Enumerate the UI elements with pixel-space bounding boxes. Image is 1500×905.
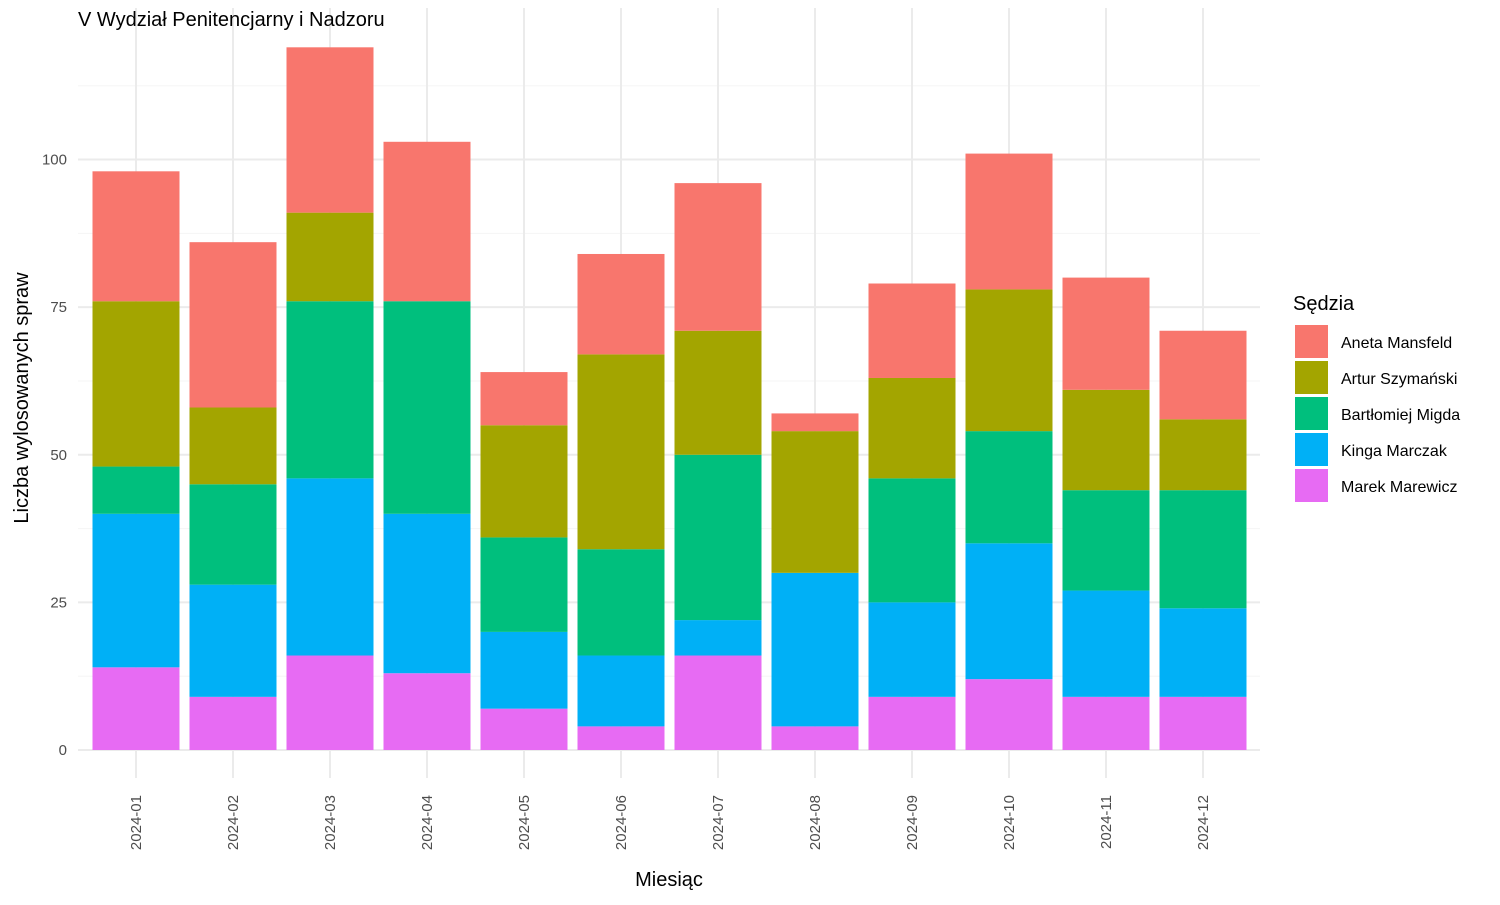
bar-segment bbox=[965, 543, 1053, 680]
x-tick-label: 2024-11 bbox=[1098, 795, 1115, 849]
bar-segment bbox=[189, 242, 277, 408]
bar-segment bbox=[674, 655, 762, 750]
y-tick-label: 100 bbox=[42, 152, 67, 169]
bar-segment bbox=[965, 431, 1053, 544]
chart-title: V Wydział Penitencjarny i Nadzoru bbox=[78, 9, 385, 31]
bar-segment bbox=[286, 478, 374, 656]
bar-segment bbox=[674, 620, 762, 656]
legend-swatch bbox=[1295, 325, 1328, 358]
y-axis-ticks: 0 25 50 75 100 bbox=[42, 152, 67, 760]
bar-segment bbox=[1062, 389, 1150, 491]
bar-segment bbox=[92, 466, 180, 514]
bar-segment bbox=[480, 631, 568, 709]
x-tick-label: 2024-09 bbox=[904, 795, 921, 850]
bar-segment bbox=[577, 655, 665, 727]
bar-segment bbox=[674, 454, 762, 621]
bar-segment bbox=[286, 47, 374, 213]
bar-segment bbox=[577, 354, 665, 550]
bar-segment bbox=[286, 655, 374, 750]
bar-segment bbox=[383, 673, 471, 750]
bar-segment bbox=[480, 425, 568, 538]
bar-segment bbox=[674, 330, 762, 455]
bar-segment bbox=[189, 696, 277, 750]
bar-segment bbox=[868, 696, 956, 750]
legend-swatch bbox=[1295, 397, 1328, 430]
bar-segment bbox=[286, 301, 374, 479]
x-tick-label: 2024-01 bbox=[128, 795, 145, 850]
bar-segment bbox=[1062, 277, 1150, 390]
y-tick-label: 25 bbox=[50, 594, 67, 611]
x-axis-title: Miesiąc bbox=[635, 869, 703, 891]
bar-segment bbox=[1062, 696, 1150, 750]
legend-label: Kinga Marczak bbox=[1341, 443, 1448, 460]
bar-segment bbox=[1159, 490, 1247, 609]
bar-segment bbox=[1159, 419, 1247, 491]
x-tick-label: 2024-07 bbox=[710, 795, 727, 850]
y-tick-label: 0 bbox=[59, 742, 67, 759]
bar-segment bbox=[92, 667, 180, 750]
bar-segment bbox=[674, 183, 762, 331]
x-tick-label: 2024-02 bbox=[225, 795, 242, 850]
x-tick-label: 2024-03 bbox=[322, 795, 339, 850]
bar-segment bbox=[771, 413, 859, 432]
x-tick-label: 2024-10 bbox=[1001, 795, 1018, 850]
bars bbox=[92, 47, 1247, 750]
bar-segment bbox=[1159, 608, 1247, 697]
bar-segment bbox=[480, 537, 568, 632]
bar-segment bbox=[868, 602, 956, 697]
bar-segment bbox=[189, 484, 277, 585]
bar-segment bbox=[771, 572, 859, 727]
bar-segment bbox=[965, 289, 1053, 432]
bar-segment bbox=[771, 431, 859, 573]
bar-segment bbox=[383, 141, 471, 302]
bar-segment bbox=[189, 584, 277, 697]
bar-segment bbox=[480, 372, 568, 426]
legend-swatch bbox=[1295, 433, 1328, 466]
legend: Sędzia Aneta Mansfeld Artur Szymański Bart… bbox=[1293, 293, 1460, 502]
bar-segment bbox=[577, 549, 665, 656]
bar-segment bbox=[480, 708, 568, 750]
legend-label: Aneta Mansfeld bbox=[1341, 335, 1452, 352]
y-axis-title: Liczba wylosowanych spraw bbox=[11, 272, 33, 524]
bar-segment bbox=[868, 377, 956, 479]
x-tick-label: 2024-08 bbox=[807, 795, 824, 850]
x-tick-label: 2024-12 bbox=[1195, 795, 1212, 850]
legend-items: Aneta Mansfeld Artur Szymański Bartłomiej … bbox=[1295, 325, 1460, 502]
bar-segment bbox=[383, 301, 471, 514]
bar-segment bbox=[1159, 696, 1247, 750]
bar-segment bbox=[577, 726, 665, 750]
bar-segment bbox=[189, 407, 277, 485]
legend-label: Bartłomiej Migda bbox=[1341, 407, 1460, 424]
legend-title: Sędzia bbox=[1293, 293, 1355, 315]
bar-segment bbox=[965, 153, 1053, 290]
bar-segment bbox=[1062, 490, 1150, 591]
x-tick-label: 2024-05 bbox=[516, 795, 533, 850]
bar-segment bbox=[92, 171, 180, 302]
bar-segment bbox=[92, 301, 180, 467]
bar-segment bbox=[965, 679, 1053, 750]
x-tick-label: 2024-04 bbox=[419, 795, 436, 850]
bar-segment bbox=[1159, 330, 1247, 420]
legend-label: Artur Szymański bbox=[1341, 371, 1457, 388]
y-tick-label: 50 bbox=[50, 447, 67, 464]
y-tick-label: 75 bbox=[50, 299, 67, 316]
legend-label: Marek Marewicz bbox=[1341, 479, 1457, 496]
x-axis-ticks: 2024-01 2024-02 2024-03 2024-04 2024-05 2024-… bbox=[128, 795, 1212, 850]
bar-segment bbox=[868, 283, 956, 378]
bar-segment bbox=[383, 513, 471, 674]
legend-swatch bbox=[1295, 469, 1328, 502]
bar-segment bbox=[92, 513, 180, 668]
bar-segment bbox=[771, 726, 859, 750]
legend-swatch bbox=[1295, 361, 1328, 394]
bar-segment bbox=[286, 212, 374, 302]
x-tick-label: 2024-06 bbox=[613, 795, 630, 850]
bar-segment bbox=[577, 253, 665, 355]
bar-segment bbox=[1062, 590, 1150, 697]
bar-segment bbox=[868, 478, 956, 603]
